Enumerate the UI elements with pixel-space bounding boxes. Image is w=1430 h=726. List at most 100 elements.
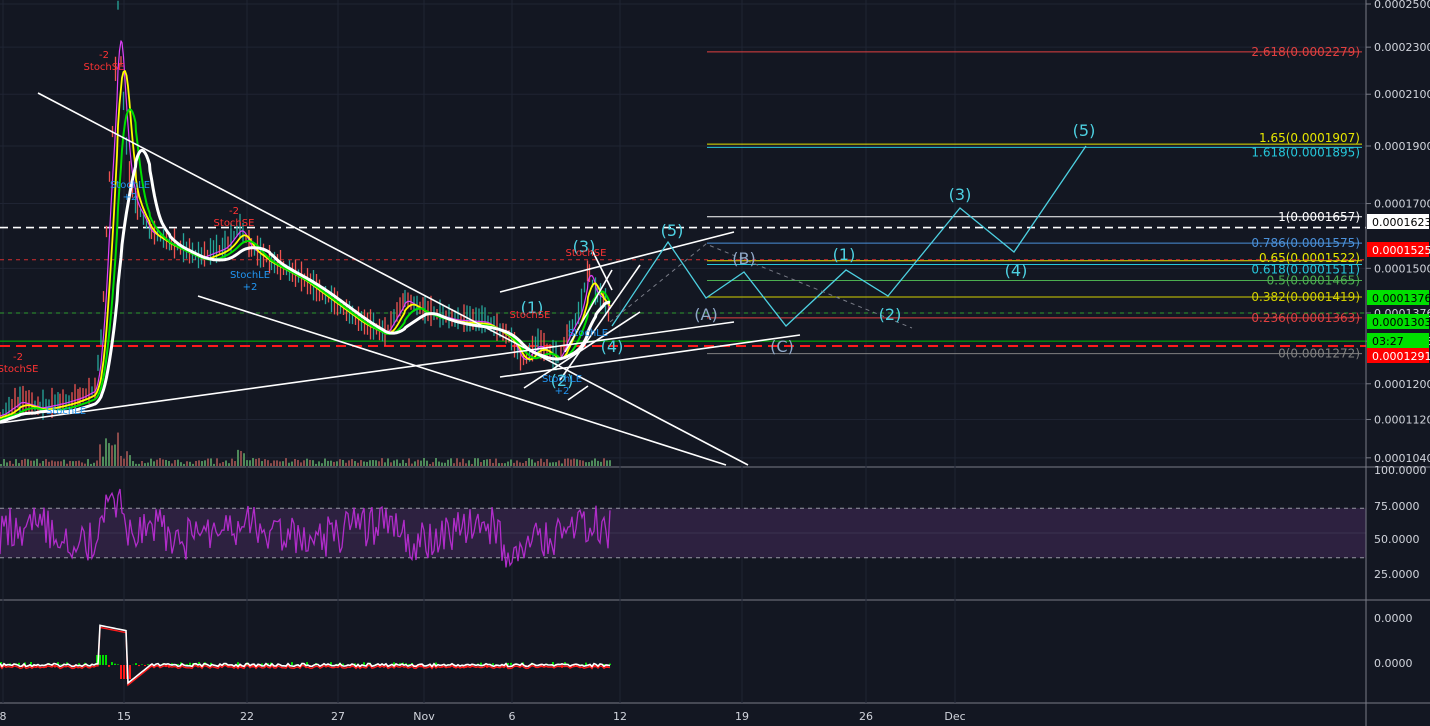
volume-bar (3, 459, 5, 466)
price-tick-label: 0.0001200 (1374, 378, 1430, 391)
volume-bar (279, 461, 281, 466)
price-badge-label: 0.0001303 (1372, 316, 1430, 329)
trendlines[interactable] (0, 92, 801, 466)
volume-bar (150, 458, 152, 466)
volume-bar (327, 460, 329, 466)
volume-bar (129, 455, 131, 466)
fib-level-label: 0.618(0.0001511) (1251, 263, 1360, 277)
volume-bar (504, 463, 506, 466)
trendline[interactable] (523, 311, 641, 389)
volume-bar (171, 463, 173, 466)
volume-bar (54, 461, 56, 466)
trendline[interactable] (37, 92, 749, 466)
volume-bar (333, 461, 335, 466)
macd-histogram-bar (471, 665, 473, 666)
macd-histogram-bar (189, 662, 191, 665)
signal-marker: -2 (99, 50, 109, 61)
time-axis[interactable]: 8 15 22 27 Nov 6 12 19 26 Dec (0, 710, 966, 723)
trendline[interactable] (0, 321, 735, 424)
macd-histogram-bar (57, 662, 59, 665)
price-axis[interactable]: 0.0002500 0.0002300 0.0002100 0.0001900 0.00… (1365, 0, 1430, 726)
volume-bar (435, 458, 437, 466)
wave-label: (A) (694, 305, 717, 324)
wave-label: (3) (949, 185, 972, 204)
signal-label: StochLE (542, 374, 582, 385)
indicator-panels[interactable] (0, 488, 1366, 687)
macd-histogram-bar (510, 662, 512, 665)
volume-bar (498, 463, 500, 466)
macd-histogram-bar (576, 665, 578, 666)
macd-histogram-bar (78, 663, 80, 665)
volume-bar (264, 459, 266, 466)
macd-histogram-bar (261, 663, 263, 665)
signal-label: StochSE (510, 310, 551, 321)
volume-bar (570, 459, 572, 466)
macd-histogram-bar (108, 665, 110, 667)
volume-bar (69, 460, 71, 466)
volume-bar (45, 459, 47, 466)
time-tick-label: 12 (613, 710, 627, 723)
volume-bar (456, 458, 458, 466)
volume-bar (90, 463, 92, 466)
volume-bar (522, 462, 524, 466)
volume-bar (351, 459, 353, 466)
fibonacci-levels[interactable]: 2.618(0.0002279) 1.65(0.0001907)1.618(0.0… (707, 45, 1362, 361)
macd-histogram-bar (408, 664, 410, 665)
volume-bar (426, 460, 428, 466)
volume-bar (537, 461, 539, 466)
volume-bar (138, 463, 140, 466)
volume-bar (114, 444, 116, 466)
volume-bar (459, 462, 461, 466)
projection-alt-path[interactable] (609, 243, 913, 329)
macd-histogram-bar (306, 662, 308, 665)
price-tick-label: 0.0002100 (1374, 88, 1430, 101)
volume-bar (543, 462, 545, 466)
macd-histogram-bar (198, 662, 200, 665)
projection-path[interactable] (611, 145, 1087, 327)
volume-bar (21, 459, 23, 466)
macd-histogram-bar (609, 663, 611, 665)
volume-bar (276, 460, 278, 466)
volume-bar (450, 458, 452, 466)
trendline[interactable] (499, 231, 735, 293)
volume-bar (609, 460, 611, 466)
volume-bar (228, 463, 230, 466)
volume-bar (297, 460, 299, 466)
trendline[interactable] (567, 385, 589, 401)
trendline[interactable] (197, 295, 727, 466)
trendline[interactable] (564, 269, 613, 353)
volume-bar (414, 461, 416, 466)
volume-bar (120, 455, 122, 466)
elliott-wave-labels: (5) (3) (1) (2) (4) (A) (B) (C) (1) (2) (3) (4) (5) (521, 121, 1096, 390)
rsi-tick-label: 75.0000 (1374, 500, 1420, 513)
volume-bar (72, 461, 74, 466)
volume-bar (216, 458, 218, 466)
macd-histogram-bar (363, 662, 365, 665)
volume-bar (564, 458, 566, 466)
volume-bar (318, 461, 320, 466)
wave-projection[interactable] (609, 145, 1087, 329)
signal-label: StochSE (566, 248, 607, 259)
volume-bar (12, 463, 14, 466)
volume-bar (258, 458, 260, 466)
macd-histogram-bar (135, 663, 137, 665)
volume-bar (399, 463, 401, 466)
price-badge-label: 03:27 (1372, 335, 1404, 348)
volume-bar (180, 462, 182, 466)
wave-label: (4) (601, 337, 624, 356)
volume-bar (585, 462, 587, 466)
volume-bar (132, 461, 134, 466)
volume-bar (306, 458, 308, 466)
trendline[interactable] (591, 249, 613, 291)
macd-histogram-bar (342, 663, 344, 665)
macd-histogram-bar (399, 663, 401, 665)
trendline[interactable] (559, 264, 641, 381)
volume-bar (561, 463, 563, 466)
price-series[interactable] (0, 0, 611, 424)
trendline[interactable] (499, 334, 801, 378)
volume-bar (441, 462, 443, 466)
volume-bar (243, 453, 245, 466)
macd-histogram-bar (507, 663, 509, 665)
macd-histogram-bar (177, 664, 179, 665)
